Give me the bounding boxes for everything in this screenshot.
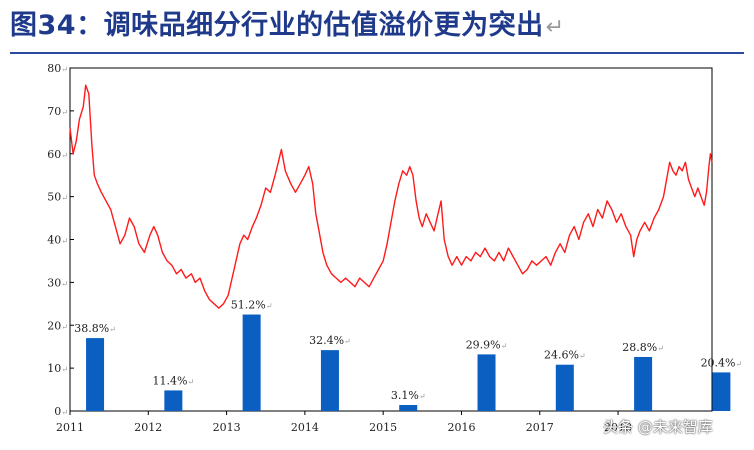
- watermark: 头条 @未来智库: [603, 418, 713, 436]
- bar-2013: [242, 314, 261, 411]
- y-tick-label-70: 70↵: [47, 105, 68, 118]
- y-tick-label-30: 30↵: [47, 276, 68, 289]
- return-mark-icon: ↵: [545, 15, 565, 40]
- bar-2016: [477, 354, 496, 411]
- x-tick-label-2016: 2016: [447, 421, 475, 434]
- return-mark-icon: ↵: [61, 365, 68, 374]
- y-tick-label-10: 10↵: [47, 362, 68, 375]
- bar-label-2013: 51.2%↵: [231, 299, 273, 312]
- return-mark-icon: ↵: [61, 322, 68, 331]
- y-tick-label-50: 50↵: [47, 191, 68, 204]
- x-tick-label-2014: 2014: [291, 421, 319, 434]
- return-mark-icon: ↵: [344, 337, 351, 346]
- x-tick-label-2013: 2013: [213, 421, 241, 434]
- pe-line-series: [69, 84, 713, 309]
- return-mark-icon: ↵: [61, 194, 68, 203]
- title-text: 图34：调味品细分行业的估值溢价更为突出: [10, 10, 544, 41]
- x-tick-label-2017: 2017: [526, 421, 554, 434]
- bar-label-2016: 29.9%↵: [466, 338, 508, 351]
- page-title: 图34：调味品细分行业的估值溢价更为突出↵: [10, 4, 565, 48]
- return-mark-icon: ↵: [419, 392, 426, 401]
- x-tick-label-2018: 2018: [604, 421, 632, 434]
- return-mark-icon: ↵: [61, 237, 68, 246]
- return-mark-icon: ↵: [61, 108, 68, 117]
- return-mark-icon: ↵: [61, 151, 68, 160]
- return-mark-icon: ↵: [579, 352, 586, 361]
- bar-2015: [399, 404, 418, 411]
- y-tick-label-0: 0↵: [54, 405, 68, 418]
- y-axis: 0↵ 10↵ 20↵ 30↵ 40↵ 50↵ 60↵ 70↵ 80↵: [47, 62, 74, 418]
- bar-2018: [634, 356, 653, 411]
- x-axis: 2011 2012 2013 2014 2015 2016 2017 2018: [56, 411, 632, 434]
- title-divider: [10, 52, 744, 54]
- bar-2017: [555, 364, 574, 411]
- bar-label-2019: 20.4%↵: [701, 356, 743, 369]
- bar-label-2012: 11.4%↵: [153, 374, 195, 387]
- x-tick-label-2015: 2015: [369, 421, 397, 434]
- y-tick-label-40: 40↵: [47, 234, 68, 247]
- y-tick-label-60: 60↵: [47, 148, 68, 161]
- x-tick-label-2012: 2012: [134, 421, 162, 434]
- bar-2019: [712, 372, 731, 411]
- return-mark-icon: ↵: [61, 408, 68, 417]
- y-tick-label-20: 20↵: [47, 319, 68, 332]
- plot-frame: [69, 67, 713, 412]
- bar-label-2011: 38.8%↵: [74, 322, 116, 335]
- return-mark-icon: ↵: [501, 341, 508, 350]
- bar-label-2018: 28.8%↵: [622, 341, 664, 354]
- premium-bars: 38.8%↵ 11.4%↵ 51.2%↵ 32.4%↵ 3.1%↵ 29.9%↵ 24.6%…: [74, 299, 742, 411]
- x-tick-label-2011: 2011: [56, 421, 84, 434]
- return-mark-icon: ↵: [61, 65, 68, 74]
- return-mark-icon: ↵: [109, 325, 116, 334]
- bar-label-2017: 24.6%↵: [544, 349, 586, 362]
- bar-2012: [164, 390, 183, 411]
- return-mark-icon: ↵: [61, 279, 68, 288]
- y-tick-label-80: 80↵: [47, 62, 68, 75]
- bar-label-2014: 32.4%↵: [309, 334, 351, 347]
- return-mark-icon: ↵: [266, 302, 273, 311]
- return-mark-icon: ↵: [657, 344, 664, 353]
- return-mark-icon: ↵: [736, 359, 743, 368]
- bar-label-2015: 3.1%↵: [391, 389, 426, 402]
- bar-2014: [320, 350, 339, 411]
- bar-2011: [86, 338, 105, 411]
- return-mark-icon: ↵: [187, 377, 194, 386]
